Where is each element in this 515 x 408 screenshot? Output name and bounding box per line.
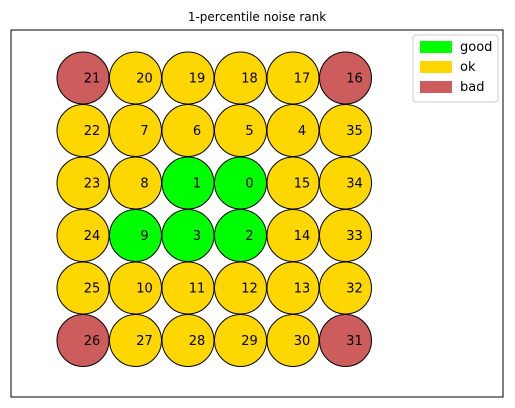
cell-label: 13	[294, 282, 311, 297]
cell-3: 3	[161, 209, 215, 262]
cell-label: 18	[241, 72, 258, 87]
cell-label: 33	[346, 229, 363, 244]
chart-title: 1-percentile noise rank	[188, 10, 326, 24]
cell-label: 4	[298, 124, 306, 139]
cell-label: 30	[294, 334, 311, 349]
cell-30: 30	[266, 314, 320, 367]
cell-label: 15	[294, 177, 311, 192]
cell-9: 9	[109, 209, 162, 262]
cell-circle	[109, 104, 162, 157]
cell-circle	[214, 156, 267, 210]
cell-label: 34	[346, 177, 363, 192]
cell-4: 4	[266, 104, 320, 157]
cell-label: 14	[294, 229, 311, 244]
cell-label: 29	[241, 334, 258, 349]
cell-33: 33	[319, 209, 372, 262]
cell-18: 18	[214, 51, 267, 105]
cell-label: 3	[193, 229, 201, 244]
cell-circle	[319, 314, 372, 367]
cell-23: 23	[56, 156, 110, 210]
cell-label: 20	[136, 72, 153, 87]
cell-11: 11	[161, 261, 215, 315]
cell-circle	[266, 104, 320, 157]
cell-19: 19	[161, 51, 215, 105]
cell-16: 16	[319, 51, 372, 105]
cell-circle	[161, 104, 215, 157]
legend-swatch-ok	[420, 61, 452, 73]
cell-circle	[109, 156, 162, 210]
legend: good ok bad	[412, 34, 499, 103]
legend-swatch-good	[420, 41, 452, 53]
cell-label: 21	[84, 72, 101, 87]
cell-label: 0	[245, 177, 253, 192]
cell-15: 15	[266, 156, 320, 210]
cell-2: 2	[214, 209, 267, 262]
cell-label: 12	[241, 282, 258, 297]
cell-8: 8	[109, 156, 162, 210]
cell-label: 9	[140, 229, 148, 244]
cell-label: 25	[84, 282, 101, 297]
cell-13: 13	[266, 261, 320, 315]
cell-label: 23	[84, 177, 101, 192]
cell-5: 5	[214, 104, 267, 157]
cell-circle	[214, 209, 267, 262]
cell-24: 24	[56, 209, 110, 262]
cell-1: 1	[161, 156, 215, 210]
cell-label: 8	[140, 177, 148, 192]
cell-label: 24	[84, 229, 101, 244]
cell-label: 5	[245, 124, 253, 139]
cell-label: 6	[193, 124, 201, 139]
cell-26: 26	[56, 314, 110, 367]
cell-10: 10	[109, 261, 162, 315]
cell-label: 2	[245, 229, 253, 244]
cell-17: 17	[266, 51, 320, 105]
cell-circle	[161, 156, 215, 210]
cell-label: 19	[189, 72, 206, 87]
cell-14: 14	[266, 209, 320, 262]
cell-label: 7	[140, 124, 148, 139]
cell-6: 6	[161, 104, 215, 157]
cell-circle	[161, 209, 215, 262]
cell-label: 32	[346, 282, 363, 297]
cell-label: 28	[189, 334, 206, 349]
cell-12: 12	[214, 261, 267, 315]
cell-label: 10	[136, 282, 153, 297]
cell-22: 22	[56, 104, 110, 157]
cell-label: 16	[346, 72, 363, 87]
legend-label-good: good	[460, 40, 492, 55]
cell-label: 35	[346, 124, 363, 139]
cell-35: 35	[319, 104, 372, 157]
legend-swatch-bad	[420, 81, 452, 93]
cell-label: 27	[136, 334, 153, 349]
cell-0: 0	[214, 156, 267, 210]
cell-25: 25	[56, 261, 110, 315]
cell-label: 31	[346, 334, 363, 349]
cell-34: 34	[319, 156, 372, 210]
cell-20: 20	[109, 51, 162, 105]
legend-label-ok: ok	[460, 60, 476, 75]
cell-label: 26	[84, 334, 101, 349]
cell-circle	[109, 209, 162, 262]
cell-31: 31	[319, 314, 372, 367]
cell-label: 11	[189, 282, 206, 297]
cell-28: 28	[161, 314, 215, 367]
cell-29: 29	[214, 314, 267, 367]
legend-label-bad: bad	[460, 80, 484, 95]
cell-21: 21	[56, 51, 110, 105]
cell-label: 1	[193, 177, 201, 192]
cell-label: 22	[84, 124, 101, 139]
cell-7: 7	[109, 104, 162, 157]
cell-27: 27	[109, 314, 162, 367]
cell-32: 32	[319, 261, 372, 315]
cell-label: 17	[294, 72, 311, 87]
cell-circle	[214, 104, 267, 157]
